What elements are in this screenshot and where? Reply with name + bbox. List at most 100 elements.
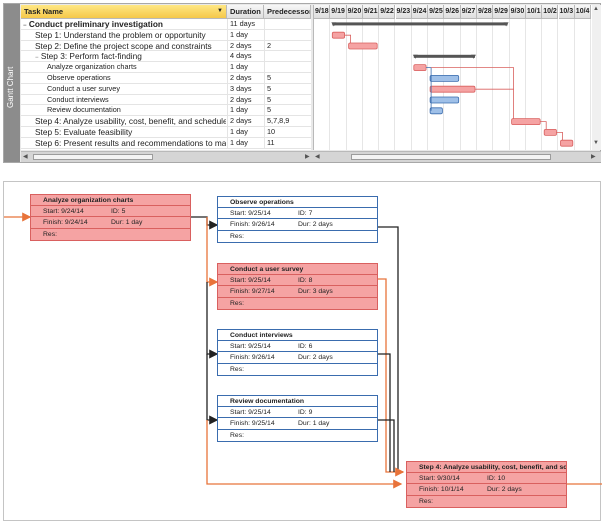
sheet-scroll-thumb[interactable]	[33, 154, 153, 160]
task-row[interactable]: Conduct a user survey 3 days 5	[21, 83, 311, 95]
task-predecessors-cell[interactable]	[264, 29, 311, 41]
task-name-cell[interactable]: Step 5: Evaluate feasibility	[21, 127, 226, 138]
task-row[interactable]: Observe operations 2 days 5	[21, 73, 311, 84]
task-predecessors-cell[interactable]	[264, 62, 311, 73]
critical-task-bar	[511, 118, 541, 125]
collapse-icon[interactable]: −	[35, 55, 39, 62]
date-column	[510, 5, 526, 150]
task-duration-cell[interactable]: 1 day	[227, 127, 263, 138]
task-predecessors-cell[interactable]: 5	[264, 83, 311, 95]
task-name-cell[interactable]: Step 6: Present results and recommendati…	[21, 138, 226, 149]
task-predecessors-cell[interactable]: 10	[264, 127, 311, 138]
task-name-cell[interactable]: Step 2: Define the project scope and con…	[21, 41, 226, 52]
node-title: Step 4: Analyze usability, cost, benefit…	[407, 462, 566, 474]
node-dur-label: Dur:	[487, 486, 500, 494]
column-header-predecessors[interactable]: Predecessors	[264, 5, 311, 19]
task-row[interactable]: Review documentation 1 day 5	[21, 105, 311, 117]
network-node-observe[interactable]: Observe operations Start: 9/25/14 ID: 7 Fin…	[217, 196, 378, 243]
task-duration-cell[interactable]: 2 days	[227, 94, 263, 106]
task-row[interactable]: Step 1: Understand the problem or opport…	[21, 29, 311, 41]
task-name: Conduct preliminary investigation	[28, 19, 163, 29]
task-duration-cell[interactable]: 2 days	[227, 40, 263, 52]
task-predecessors-cell[interactable]: 5,7,8,9	[264, 116, 311, 127]
column-header-duration[interactable]: Duration ▼	[227, 5, 264, 19]
task-row[interactable]: Step 4: Analyze usability, cost, benefit…	[21, 116, 311, 127]
node-start-row: Start: 9/24/14 ID: 5	[31, 206, 190, 218]
task-name-cell[interactable]: Conduct a user survey	[21, 84, 226, 95]
node-finish-label: Finish:	[419, 486, 440, 494]
task-name-cell[interactable]: − Conduct preliminary investigation	[21, 19, 226, 30]
node-start-row: Start: 9/25/14 ID: 8	[218, 275, 377, 287]
task-name-cell[interactable]: Step 1: Understand the problem or opport…	[21, 30, 226, 41]
task-duration-cell[interactable]: 2 days	[227, 116, 263, 127]
link-analyze-interviews	[206, 282, 219, 359]
chart-scroll-left-arrow-icon[interactable]: ◀	[315, 154, 320, 160]
task-row[interactable]: − Conduct preliminary investigation 11 da…	[21, 19, 311, 30]
task-duration-cell[interactable]: 11 days	[227, 19, 263, 30]
scroll-right-arrow-icon[interactable]: ▶	[305, 154, 310, 160]
network-node-analyze[interactable]: Analyze organization charts Start: 9/24/1…	[30, 194, 191, 241]
node-id: 5	[121, 208, 126, 216]
task-predecessors-cell[interactable]	[264, 19, 311, 30]
task-name-cell[interactable]: Step 4: Analyze usability, cost, benefit…	[21, 116, 226, 127]
task-predecessors-cell[interactable]: 2	[264, 40, 311, 52]
network-node-survey[interactable]: Conduct a user survey Start: 9/25/14 ID: 8…	[217, 263, 378, 310]
node-dur: 2 days	[501, 486, 522, 494]
chart-scroll-thumb[interactable]	[351, 154, 551, 160]
scroll-left-arrow-icon[interactable]: ◀	[23, 154, 28, 160]
task-duration-cell[interactable]: 4 days	[227, 51, 263, 63]
scroll-up-arrow-icon[interactable]: ▲	[593, 6, 599, 12]
task-name-cell[interactable]: Review documentation	[21, 105, 226, 116]
task-duration-cell[interactable]: 1 day	[227, 105, 263, 117]
node-finish: 9/26/14	[251, 221, 275, 229]
task-duration-cell[interactable]: 3 days	[227, 83, 263, 95]
node-finish-row: Finish: 9/26/14 Dur: 2 days	[218, 219, 377, 231]
network-node-step4[interactable]: Step 4: Analyze usability, cost, benefit…	[406, 461, 567, 508]
node-start-row: Start: 9/30/14 ID: 10	[407, 473, 566, 485]
filter-dropdown-icon[interactable]: ▼	[261, 10, 263, 16]
scroll-down-arrow-icon[interactable]: ▼	[593, 140, 599, 146]
view-side-tab[interactable]: Gantt Chart	[4, 4, 20, 162]
node-start: 9/30/14	[437, 475, 460, 483]
collapse-icon[interactable]: −	[23, 23, 27, 29]
node-res-label: Res:	[43, 230, 57, 238]
task-duration-cell[interactable]: 1 day	[227, 29, 263, 41]
task-row[interactable]: Step 2: Define the project scope and con…	[21, 40, 311, 52]
task-predecessors-cell[interactable]: 5	[264, 105, 311, 117]
node-start: 9/25/14	[248, 277, 271, 285]
sort-dropdown-icon[interactable]: ▼	[217, 8, 223, 14]
task-predecessors-cell[interactable]	[264, 51, 311, 63]
task-row[interactable]: Analyze organization charts 1 day	[21, 62, 311, 73]
vertical-scrollbar[interactable]: ▲ ▼	[592, 5, 601, 150]
task-predecessors-cell[interactable]: 11	[264, 137, 311, 149]
column-header-task-name[interactable]: Task Name ▼	[21, 5, 227, 19]
task-duration-cell[interactable]: 1 day	[227, 62, 263, 73]
task-predecessors-cell[interactable]: 5	[264, 73, 311, 84]
task-name-cell[interactable]: Analyze organization charts	[21, 62, 226, 73]
task-row[interactable]: Step 5: Evaluate feasibility 1 day 10	[21, 127, 311, 138]
node-finish-row: Finish: 9/26/14 Dur: 2 days	[218, 352, 377, 364]
task-duration-cell[interactable]: 1 day	[227, 137, 263, 149]
task-name-cell[interactable]: − Step 3: Perform fact-finding	[21, 51, 226, 62]
task-row[interactable]: − Step 3: Perform fact-finding 4 days	[21, 51, 311, 63]
network-node-interviews[interactable]: Conduct interviews Start: 9/25/14 ID: 6 Fin…	[217, 329, 378, 376]
node-dur-label: Dur:	[298, 354, 311, 362]
date-header: 9/30	[509, 5, 526, 19]
task-name: Step 3: Perform fact-finding	[40, 51, 142, 62]
date-header: 9/24	[411, 5, 429, 19]
dependency-links	[4, 212, 602, 489]
chart-scroll-right-arrow-icon[interactable]: ▶	[591, 154, 596, 160]
date-column	[575, 5, 592, 150]
horizontal-scrollbar[interactable]: ◀ ▶ ◀ ▶	[21, 151, 601, 162]
task-name-cell[interactable]: Observe operations	[21, 73, 226, 84]
task-predecessors-cell[interactable]: 5	[264, 94, 311, 106]
node-id-label: ID:	[111, 208, 120, 216]
date-column	[314, 5, 331, 150]
node-finish: 10/1/14	[440, 486, 464, 494]
task-duration-cell[interactable]: 2 days	[227, 73, 263, 84]
task-row[interactable]: Conduct interviews 2 days 5	[21, 94, 311, 106]
node-finish: 9/24/14	[64, 219, 88, 227]
task-name-cell[interactable]: Conduct interviews	[21, 95, 226, 106]
task-row[interactable]: Step 6: Present results and recommendati…	[21, 137, 311, 149]
